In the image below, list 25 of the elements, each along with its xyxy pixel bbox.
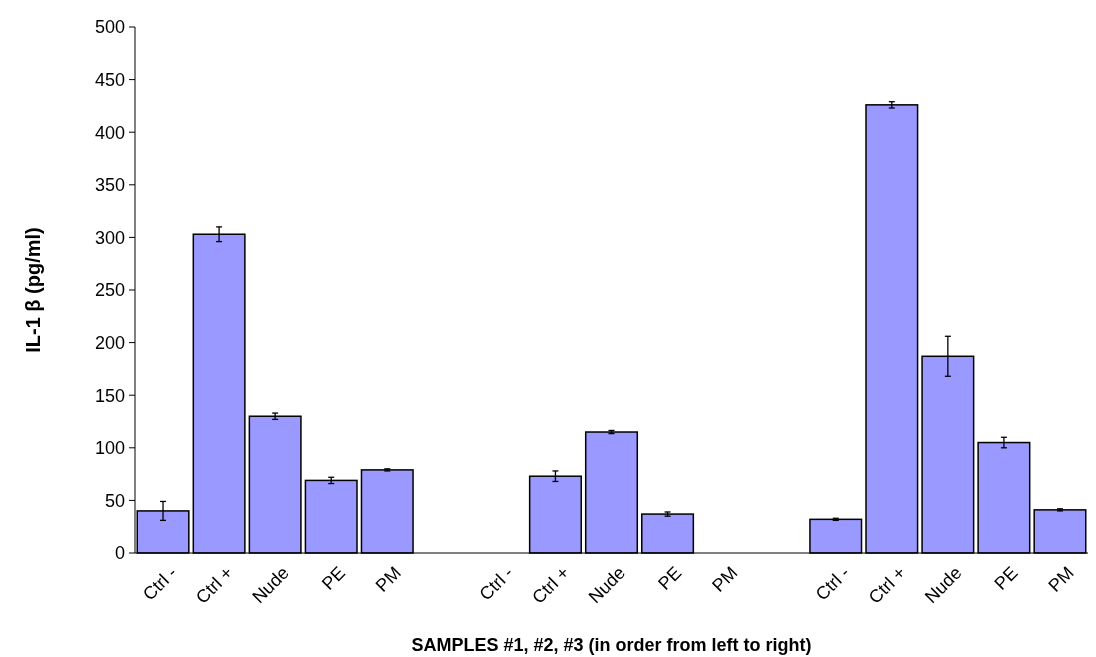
x-tick-label: PM bbox=[371, 562, 405, 596]
x-tick-label: PM bbox=[708, 562, 742, 596]
y-tick-label: 0 bbox=[114, 543, 125, 564]
x-tick-label: Ctrl - bbox=[475, 562, 518, 605]
y-tick-label: 50 bbox=[104, 490, 125, 511]
y-tick-label: 250 bbox=[94, 280, 125, 301]
x-axis-title: SAMPLES #1, #2, #3 (in order from left to right) bbox=[411, 635, 812, 655]
x-tick-label: Ctrl + bbox=[864, 562, 910, 608]
y-tick-label: 400 bbox=[94, 122, 125, 143]
x-tick-label: Ctrl - bbox=[139, 562, 181, 605]
x-tick-label: PE bbox=[317, 562, 349, 594]
y-tick-label: 150 bbox=[94, 385, 125, 406]
y-tick-label: 100 bbox=[94, 438, 125, 459]
y-tick-label: 450 bbox=[94, 69, 125, 90]
x-tick-label: Ctrl + bbox=[191, 562, 237, 608]
x-tick-label: Ctrl - bbox=[811, 562, 854, 605]
y-tick-label: 200 bbox=[94, 332, 125, 353]
y-tick-label: 350 bbox=[94, 175, 125, 196]
x-tick-label: Ctrl + bbox=[528, 562, 574, 608]
y-axis-title: IL-1 β (pg/ml) bbox=[22, 227, 44, 353]
y-tick-label: 500 bbox=[94, 17, 125, 38]
x-tick-label: PE bbox=[654, 562, 686, 594]
x-tick-label: PE bbox=[990, 562, 1022, 594]
y-tick-label: 300 bbox=[94, 227, 125, 248]
x-tick-label: PM bbox=[1044, 562, 1078, 596]
